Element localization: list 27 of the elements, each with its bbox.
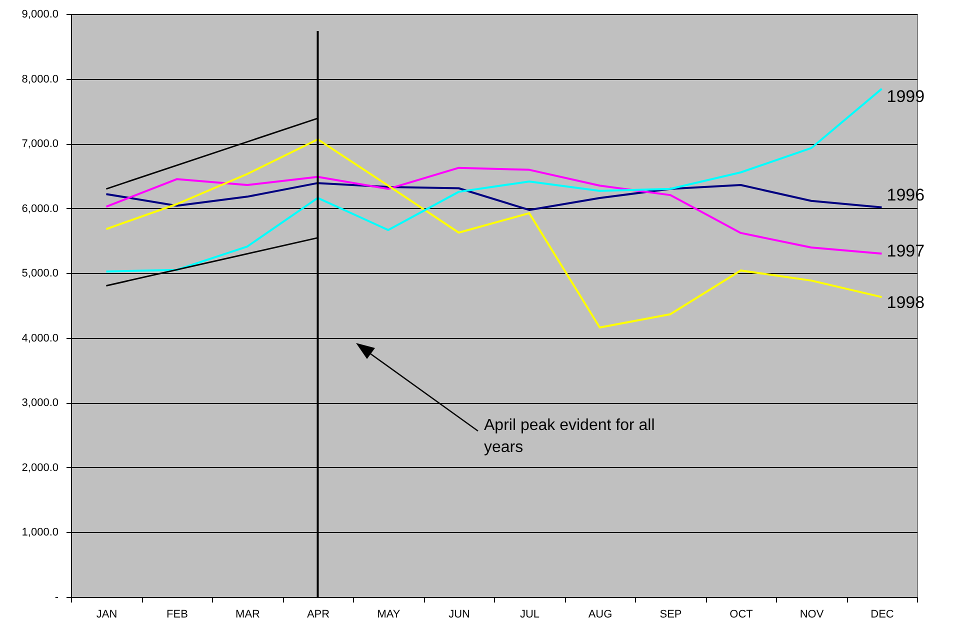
x-tick-label: MAR [236,608,260,620]
y-tick-label: - [54,592,59,604]
y-tick-label: 1,000.0 [22,526,58,539]
x-tick-label: APR [306,608,330,620]
annotation: April peak evident for all years [484,417,655,456]
y-tick-label: 2,000.0 [22,462,58,474]
x-tick-label: FEB [166,608,188,620]
x-tick-label: MAY [377,608,401,620]
x-tick-label: JAN [96,608,118,620]
series-label: 1996 [886,185,925,204]
y-tick-label: 8,000.0 [22,73,58,86]
y-tick-label: 3,000.0 [22,397,58,410]
x-tick-label: SEP [660,608,682,620]
y-tick-label: 4,000.0 [22,332,58,344]
y-tick-label: 9,000.0 [22,8,58,20]
x-tick-label: AUG [588,608,612,620]
y-tick-label: 7,000.0 [22,138,58,150]
series-label: 1999 [886,86,925,106]
x-tick-label: NOV [800,608,824,620]
x-tick-label: OCT [730,608,754,620]
x-tick-label: DEC [870,608,894,620]
x-tick-label: JUN [448,608,470,620]
y-tick-label: 5,000.0 [22,268,58,280]
x-tick-label: JUL [520,608,540,620]
y-tick-label: 6,000.0 [22,202,58,215]
series-label: 1998 [886,293,925,312]
series-label: 1997 [886,242,925,261]
